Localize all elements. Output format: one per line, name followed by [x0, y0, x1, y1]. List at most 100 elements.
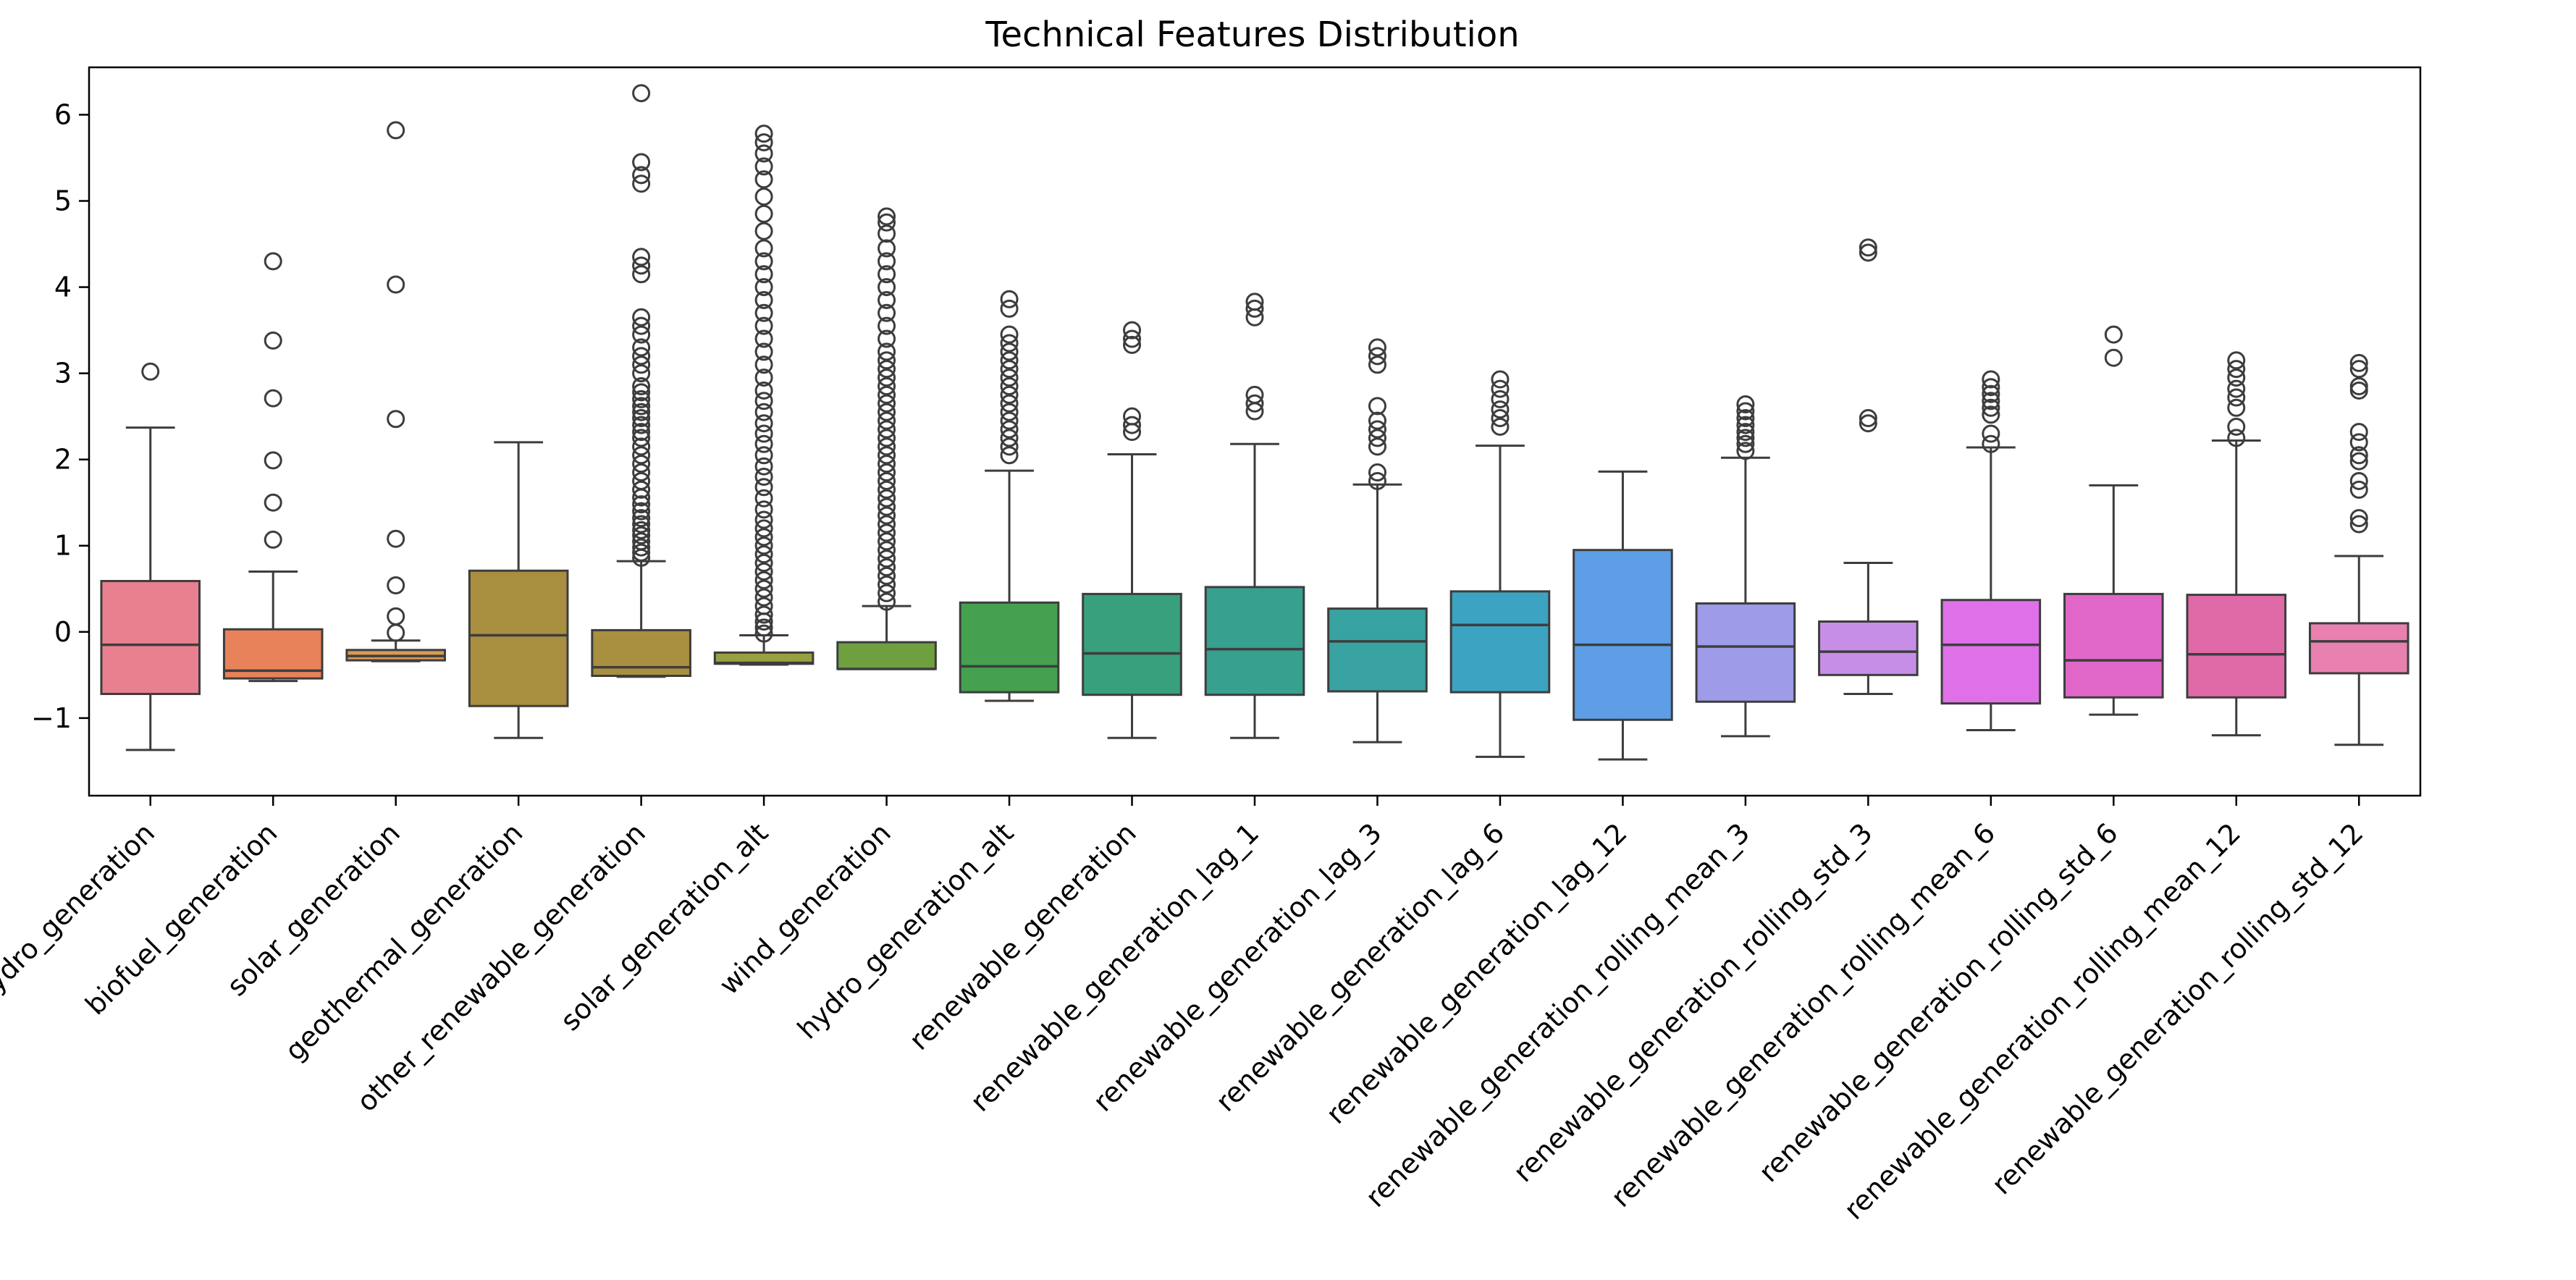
box-group-renewable_generation_rolling_mean_6 [1940, 370, 2042, 732]
outlier-point [754, 239, 773, 258]
outlier-point [754, 414, 773, 433]
outlier-point [1123, 335, 1142, 354]
outlier-point [877, 411, 896, 430]
outlier-point [1491, 390, 1510, 408]
outlier-point [1491, 409, 1510, 428]
outlier-point [632, 437, 651, 456]
outlier-point [754, 125, 773, 143]
outlier-point [754, 624, 773, 643]
outlier-point [632, 325, 651, 344]
outlier-point [1123, 321, 1142, 340]
outlier-point [1000, 403, 1019, 421]
outlier-point [632, 316, 651, 335]
outlier-point [754, 188, 773, 206]
outlier-point [632, 446, 651, 465]
outlier-point [632, 364, 651, 383]
outlier-point [2349, 353, 2368, 372]
outlier-point [1000, 290, 1019, 308]
outlier-point [877, 566, 896, 585]
outlier-point [1982, 378, 2000, 397]
outlier-point [264, 493, 282, 512]
outlier-point [632, 383, 651, 402]
outlier-point [1859, 414, 1877, 433]
outlier-point [754, 369, 773, 387]
outlier-point [1982, 392, 2000, 410]
outlier-point [754, 222, 773, 240]
outlier-point [1736, 409, 1755, 428]
outlier-point [632, 532, 651, 551]
outlier-point [1982, 424, 2000, 443]
outlier-point [877, 515, 896, 534]
outlier-point [877, 471, 896, 490]
outlier-point [754, 342, 773, 361]
outlier-point [632, 521, 651, 539]
outlier-point [387, 607, 405, 626]
outlier-point [2104, 325, 2123, 344]
outlier-point [877, 252, 896, 271]
outlier-point [1736, 416, 1755, 434]
box-group-renewable_generation_rolling_std_12 [2308, 353, 2409, 746]
outlier-point [877, 446, 896, 465]
outlier-point [1491, 379, 1510, 398]
outlier-point [877, 403, 896, 421]
outlier-point [2349, 480, 2368, 499]
outlier-point [754, 290, 773, 309]
outlier-point [632, 174, 651, 193]
outlier-point [1982, 384, 2000, 403]
outlier-point [754, 392, 773, 410]
box-group-renewable_generation_lag_1 [1204, 292, 1305, 739]
box-group-renewable_generation_lag_6 [1449, 370, 1551, 758]
y-tick-label: 3 [54, 358, 72, 390]
outlier-point [877, 385, 896, 404]
chart-title: Technical Features Distribution [985, 14, 1519, 55]
outlier-point [1368, 420, 1386, 439]
outlier-point [2349, 471, 2368, 490]
outlier-point [2227, 429, 2246, 447]
outlier-point [1000, 325, 1019, 344]
y-tick-label: 1 [54, 530, 72, 562]
x-axis: hydro_generationbiofuel_generationsolar_… [0, 796, 2370, 1226]
outlier-point [1000, 420, 1019, 439]
outlier-point [2349, 433, 2368, 452]
y-tick-label: 2 [54, 444, 72, 476]
outlier-point [1368, 338, 1386, 357]
iqr-box [1573, 549, 1673, 721]
iqr-box [836, 641, 937, 670]
outlier-point [387, 121, 405, 140]
outlier-point [754, 204, 773, 223]
outlier-point [1123, 407, 1142, 426]
outlier-point [632, 463, 651, 482]
outlier-point [754, 252, 773, 271]
outlier-point [877, 290, 896, 309]
outlier-point [877, 207, 896, 226]
iqr-box [591, 628, 691, 678]
outlier-point [264, 530, 282, 549]
outlier-point [754, 510, 773, 529]
outlier-point [754, 144, 773, 163]
outlier-point [264, 252, 282, 271]
outlier-point [2227, 369, 2246, 387]
outlier-point [1000, 299, 1019, 318]
outlier-point [1000, 394, 1019, 413]
box-group-other_renewable_generation [591, 84, 691, 678]
outlier-point [754, 329, 773, 348]
outlier-point [632, 153, 651, 172]
outlier-point [754, 500, 773, 519]
outlier-point [1736, 429, 1755, 447]
outlier-point [754, 588, 773, 607]
outlier-point [387, 410, 405, 429]
outlier-point [2227, 398, 2246, 417]
box-group-solar_generation_alt [713, 125, 815, 666]
outlier-point [754, 381, 773, 400]
outlier-point [1736, 442, 1755, 460]
box-group-renewable_generation_rolling_mean_12 [2186, 351, 2287, 737]
outlier-point [1982, 405, 2000, 424]
outlier-point [754, 434, 773, 453]
outlier-point [877, 342, 896, 361]
outlier-point [877, 376, 896, 395]
outlier-point [1000, 446, 1019, 465]
outlier-point [754, 265, 773, 284]
outlier-point [754, 303, 773, 322]
outlier-point [632, 509, 651, 528]
outlier-point [754, 528, 773, 547]
